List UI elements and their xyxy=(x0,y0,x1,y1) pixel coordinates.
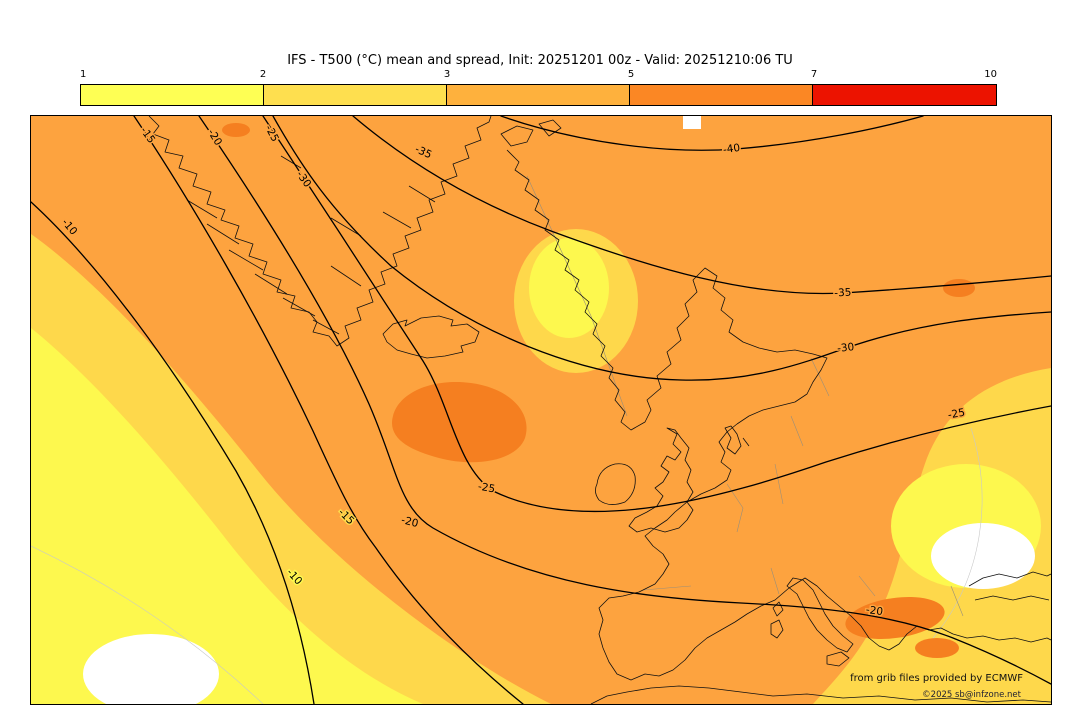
country-borders xyxy=(526,175,964,617)
coastline-scandinavia xyxy=(506,149,828,431)
contour-line-20 xyxy=(198,116,1051,685)
colorbar-tick-2: 2 xyxy=(259,69,267,80)
contour-label: -25 xyxy=(477,481,496,496)
contour-line-35 xyxy=(352,116,1051,295)
credits-copyright: ©2025 sb@infzone.net xyxy=(922,690,1021,700)
map-frame: -10 -15 -20 -25 -30 -35 -40 -35 -30 -25 … xyxy=(30,115,1052,705)
colorbar-tick-3: 3 xyxy=(443,69,451,80)
contour-line-30 xyxy=(272,116,1051,381)
graticule xyxy=(31,427,983,704)
spread-region-highspread-aegean-2 xyxy=(915,638,959,658)
coastline-iceland xyxy=(382,315,480,359)
colorbar-segment-5-7 xyxy=(629,84,813,106)
map-canvas: -10 -15 -20 -25 -30 -35 -40 -35 -30 -25 … xyxy=(31,116,1051,704)
contour-label: -20 xyxy=(400,514,420,530)
coastline-corsica-sardinia xyxy=(770,601,784,639)
spread-region-highspread-aegean xyxy=(845,597,945,639)
fjords-greenland xyxy=(186,155,436,335)
credits-ecmwf: from grib files provided by ECMWF xyxy=(850,673,1023,684)
spread-region-yellow-scandinavia xyxy=(529,238,609,338)
coastline-italy xyxy=(786,577,854,653)
colorbar-tick-5: 5 xyxy=(627,69,635,80)
colorbar-tick-7: 7 xyxy=(810,69,818,80)
coastline-greenland xyxy=(148,116,492,347)
spread-region-white-east xyxy=(931,523,1035,589)
coastline-sicily xyxy=(826,651,850,667)
colorbar-segment-7-10 xyxy=(812,84,997,106)
coastline-black-sea xyxy=(968,571,1051,601)
contour-line-25 xyxy=(262,116,1051,513)
spread-region-highspread-east xyxy=(943,279,975,297)
coastline-north-africa xyxy=(590,685,1051,704)
coastline-denmark xyxy=(724,425,750,455)
contour-label: -40 xyxy=(722,142,741,156)
colorbar-segment-2-3 xyxy=(263,84,447,106)
colorbar xyxy=(80,84,997,110)
coastline-uk xyxy=(628,427,694,533)
colorbar-segment-3-5 xyxy=(446,84,630,106)
coastline-ireland xyxy=(595,463,636,505)
colorbar-segment-1-2 xyxy=(80,84,264,106)
contour-label: -20 xyxy=(865,604,884,618)
colorbar-tick-10: 10 xyxy=(984,69,997,80)
contour-label: -25 xyxy=(947,407,966,422)
contour-line-10 xyxy=(31,201,315,704)
spread-region-highspread-atlantic xyxy=(392,381,527,463)
spread-region-highspread-top xyxy=(222,123,250,137)
spread-region-white-top xyxy=(683,116,701,129)
page-title: IFS - T500 (°C) mean and spread, Init: 2… xyxy=(287,53,793,68)
contour-label: -35 xyxy=(834,287,852,300)
coastline-mainland-europe xyxy=(598,423,1051,681)
spread-region-white-southwest xyxy=(83,634,219,704)
spread-region-yellow-southwest xyxy=(31,328,423,704)
contour-label: -30 xyxy=(837,341,855,355)
contour-line-40 xyxy=(500,116,924,151)
colorbar-tick-1: 1 xyxy=(80,69,87,80)
contour-line-15 xyxy=(133,116,524,704)
coastline-svalbard xyxy=(500,119,562,147)
